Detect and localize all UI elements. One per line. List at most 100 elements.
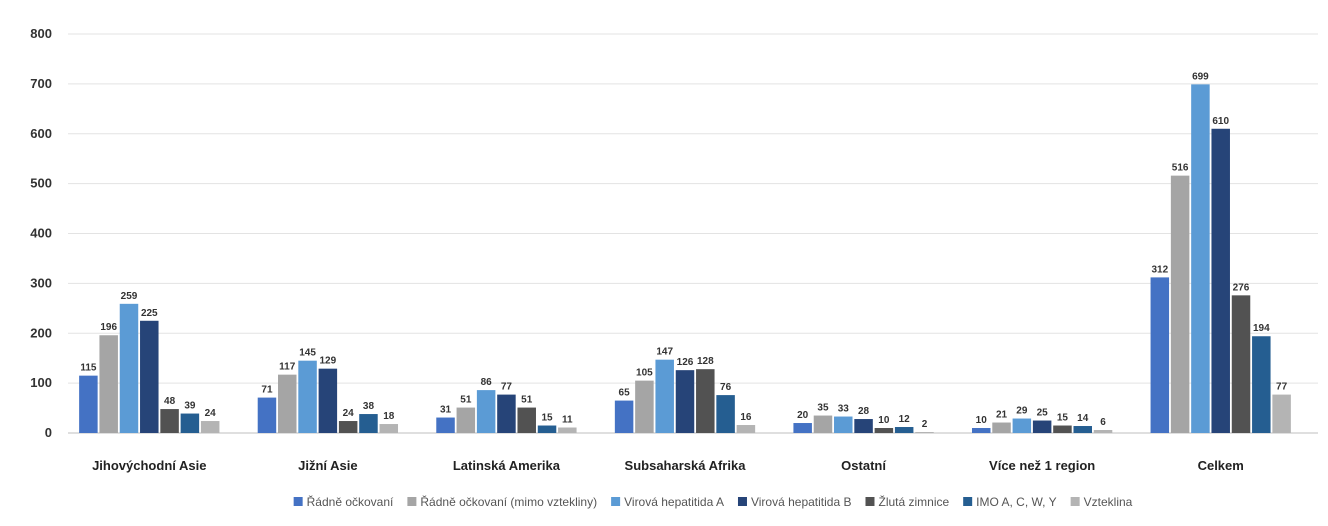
legend: Řádně očkovaní Řádně očkovaní (mimo vztek…	[293, 494, 1133, 509]
data-label: 18	[383, 411, 395, 422]
data-label: 21	[996, 410, 1008, 421]
y-tick-label: 300	[30, 275, 52, 290]
bar	[278, 374, 297, 433]
y-tick-label: 100	[30, 375, 52, 390]
data-label: 105	[636, 368, 653, 379]
data-label: 15	[541, 413, 553, 424]
bar	[257, 397, 277, 433]
legend-item: Virová hepatitida A	[611, 495, 724, 509]
data-label: 31	[440, 405, 452, 416]
data-label: 276	[1233, 282, 1250, 293]
data-label: 77	[501, 382, 513, 393]
data-label: 51	[460, 395, 472, 406]
data-label: 225	[141, 308, 158, 319]
bar	[793, 423, 812, 433]
bar	[894, 427, 914, 433]
data-label: 10	[976, 415, 988, 426]
y-tick-label: 0	[45, 425, 52, 440]
legend-swatch	[293, 497, 303, 506]
bar	[119, 303, 139, 433]
legend-label: Vzteklina	[1084, 495, 1133, 509]
legend-item: Řádně očkovaní (mimo vztekliny)	[407, 494, 597, 509]
bar	[497, 394, 516, 433]
bar	[160, 409, 179, 433]
legend-swatch	[1070, 497, 1080, 506]
data-label: 77	[1276, 382, 1288, 393]
data-label: 51	[521, 395, 533, 406]
bar	[476, 390, 496, 433]
data-label: 16	[740, 412, 752, 423]
legend-item: Vzteklina	[1070, 495, 1133, 509]
bar	[834, 416, 853, 433]
data-label: 196	[100, 322, 117, 333]
bar	[1252, 336, 1271, 433]
data-label: 38	[363, 401, 375, 412]
data-label: 699	[1192, 71, 1209, 82]
bar	[140, 320, 159, 433]
bar	[992, 422, 1011, 433]
bar	[635, 380, 654, 433]
legend-label: Virová hepatitida B	[751, 495, 852, 509]
bar	[517, 407, 536, 433]
bars	[79, 84, 1291, 433]
bar	[456, 407, 476, 433]
bar	[1231, 295, 1251, 433]
data-label: 259	[121, 291, 138, 302]
bar	[874, 428, 894, 433]
data-label: 25	[1037, 408, 1049, 419]
x-tick-label: Jižní Asie	[298, 458, 357, 473]
data-label: 35	[817, 403, 829, 414]
legend-swatch	[865, 497, 875, 506]
x-axis-ticks: Jihovýchodní Asie Jižní Asie Latinská Amer…	[92, 458, 1244, 473]
data-label: 76	[720, 382, 732, 393]
data-label: 33	[838, 404, 850, 415]
bar	[79, 375, 98, 433]
data-label: 128	[697, 356, 714, 367]
data-label: 117	[279, 362, 296, 373]
bar	[915, 432, 934, 433]
data-label: 147	[656, 347, 673, 358]
bar	[359, 414, 378, 433]
bar	[736, 425, 756, 433]
data-label: 10	[878, 415, 890, 426]
y-tick-label: 700	[30, 76, 52, 91]
bar	[1012, 418, 1032, 433]
bar	[436, 417, 455, 433]
bar	[655, 359, 674, 433]
bar	[1032, 420, 1052, 433]
bar	[379, 424, 399, 433]
legend-item: Žlutá zimnice	[865, 494, 950, 509]
bar	[675, 370, 695, 433]
data-label: 86	[481, 377, 493, 388]
legend-label: Žlutá zimnice	[878, 494, 949, 509]
legend-label: IMO A, C, W, Y	[976, 495, 1056, 509]
y-tick-label: 200	[30, 325, 52, 340]
data-label: 24	[343, 408, 355, 419]
bar	[696, 369, 715, 433]
bar	[558, 427, 577, 433]
bar	[614, 400, 634, 433]
data-label: 28	[858, 406, 870, 417]
data-label: 610	[1212, 116, 1229, 127]
legend-item: IMO A, C, W, Y	[963, 495, 1057, 509]
data-label: 194	[1253, 323, 1270, 334]
bar	[1272, 394, 1291, 433]
bar	[1211, 128, 1230, 433]
x-tick-label: Jihovýchodní Asie	[92, 458, 206, 473]
legend-swatch	[407, 497, 417, 506]
data-label: 129	[320, 356, 337, 367]
data-label: 11	[562, 415, 573, 426]
legend-item: Virová hepatitida B	[737, 495, 852, 509]
data-label: 2	[922, 419, 928, 430]
legend-label: Řádně očkovaní	[307, 494, 394, 509]
data-label: 39	[184, 401, 196, 412]
bar	[1191, 84, 1210, 433]
bar	[854, 419, 873, 433]
x-tick-label: Subsaharská Afrika	[625, 458, 747, 473]
bar	[1093, 430, 1113, 433]
x-tick-label: Latinská Amerika	[453, 458, 561, 473]
data-label: 48	[164, 396, 176, 407]
